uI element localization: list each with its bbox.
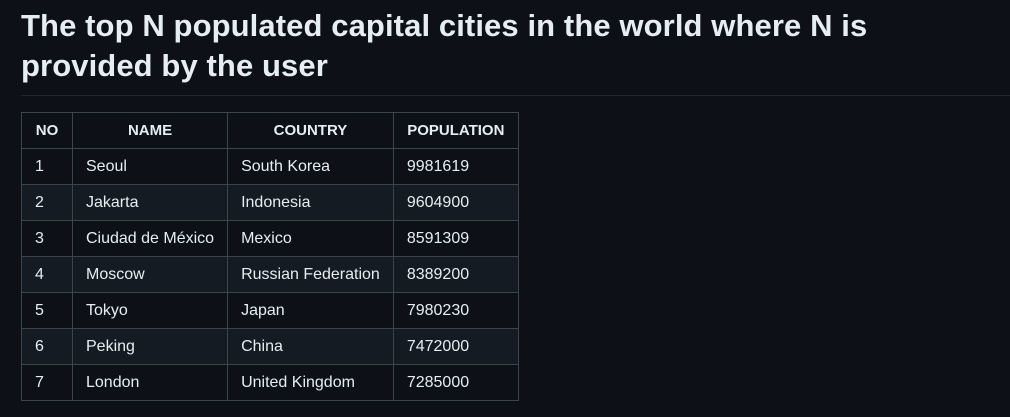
table-row: 1 Seoul South Korea 9981619 <box>21 148 519 185</box>
cell-country: Indonesia <box>227 184 394 221</box>
cell-population: 7980230 <box>392 292 519 329</box>
cell-country: South Korea <box>227 148 394 185</box>
cell-population: 9604900 <box>392 184 519 221</box>
column-header-country: COUNTRY <box>227 112 394 149</box>
cell-no: 3 <box>21 220 73 257</box>
cell-name: Ciudad de México <box>71 220 229 257</box>
column-header-name: NAME <box>71 112 229 149</box>
cell-no: 5 <box>21 292 73 329</box>
cell-country: Mexico <box>227 220 394 257</box>
cell-population: 7472000 <box>392 328 519 365</box>
table-row: 7 London United Kingdom 7285000 <box>21 364 519 401</box>
table-row: 5 Tokyo Japan 7980230 <box>21 292 519 329</box>
cell-population: 7285000 <box>392 364 519 401</box>
cell-population: 8389200 <box>392 256 519 293</box>
table-row: 6 Peking China 7472000 <box>21 328 519 365</box>
cell-name: Seoul <box>71 148 229 185</box>
table-row: 4 Moscow Russian Federation 8389200 <box>21 256 519 293</box>
cell-country: United Kingdom <box>227 364 394 401</box>
cell-no: 2 <box>21 184 73 221</box>
cell-no: 6 <box>21 328 73 365</box>
cell-name: Tokyo <box>71 292 229 329</box>
cell-name: Peking <box>71 328 229 365</box>
heading-divider <box>21 95 1010 96</box>
column-header-no: NO <box>21 112 73 149</box>
cell-no: 7 <box>21 364 73 401</box>
cell-country: Russian Federation <box>227 256 394 293</box>
cell-name: Jakarta <box>71 184 229 221</box>
table-header-row: NO NAME COUNTRY POPULATION <box>21 112 519 149</box>
cell-no: 4 <box>21 256 73 293</box>
cell-population: 9981619 <box>392 148 519 185</box>
cell-name: London <box>71 364 229 401</box>
table-row: 3 Ciudad de México Mexico 8591309 <box>21 220 519 257</box>
cell-no: 1 <box>21 148 73 185</box>
cell-population: 8591309 <box>392 220 519 257</box>
column-header-population: POPULATION <box>392 112 519 149</box>
table-row: 2 Jakarta Indonesia 9604900 <box>21 184 519 221</box>
cell-name: Moscow <box>71 256 229 293</box>
cell-country: Japan <box>227 292 394 329</box>
cell-country: China <box>227 328 394 365</box>
capital-cities-table: NO NAME COUNTRY POPULATION 1 Seoul South… <box>21 112 519 401</box>
page-title: The top N populated capital cities in th… <box>21 8 868 83</box>
